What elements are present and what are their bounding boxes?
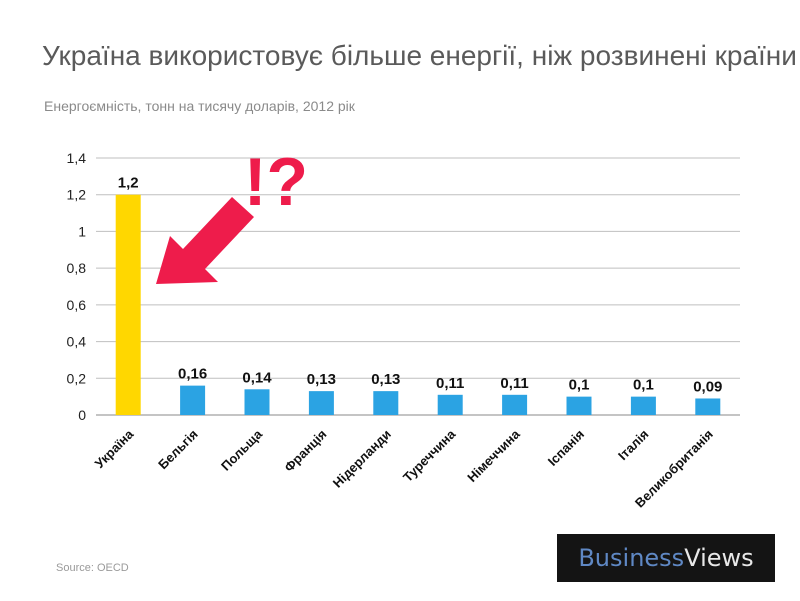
value-label: 0,11 xyxy=(500,375,528,392)
y-tick-label: 0,2 xyxy=(67,370,87,386)
annotation-arrow-icon xyxy=(156,197,254,284)
y-tick-label: 1,2 xyxy=(67,187,87,203)
y-tick-label: 0 xyxy=(78,407,86,423)
y-axis-ticks: 0 0,2 0,4 0,6 0,8 1 1,2 1,4 xyxy=(67,150,87,423)
bar xyxy=(115,194,141,415)
chart-title: Україна використовує більше енергії, ніж… xyxy=(42,40,797,71)
bar xyxy=(630,396,656,415)
value-label: 0,11 xyxy=(436,375,464,392)
value-label: 0,1 xyxy=(569,377,590,394)
value-label: 1,2 xyxy=(118,175,139,192)
bar xyxy=(308,391,334,415)
x-axis-ticks: Україна Бельгія Польща Франція Нідерланди Тур… xyxy=(92,426,716,511)
y-tick-label: 0,8 xyxy=(67,260,87,276)
x-tick-label: Італія xyxy=(615,427,652,464)
x-tick-label: Нідерланди xyxy=(330,427,394,491)
value-label: 0,09 xyxy=(693,378,722,395)
value-label: 0,1 xyxy=(633,377,654,394)
value-label: 0,14 xyxy=(242,369,272,386)
value-label: 0,16 xyxy=(178,366,207,383)
x-tick-label: Україна xyxy=(92,426,137,471)
logo-part-business: Business xyxy=(578,544,685,572)
y-tick-label: 1,4 xyxy=(67,150,87,166)
y-tick-label: 0,6 xyxy=(67,297,87,313)
arrow-icon xyxy=(156,197,254,284)
bar xyxy=(695,398,721,415)
value-label: 0,13 xyxy=(371,371,400,388)
x-tick-label: Польща xyxy=(218,426,266,474)
bar xyxy=(566,396,592,415)
value-labels: 1,2 0,16 0,14 0,13 0,13 0,11 0,11 0,1 0,1 0,09 xyxy=(118,175,723,396)
source-note: Source: OECD xyxy=(56,562,129,574)
bar xyxy=(502,394,528,415)
brand-logo: Business Views xyxy=(557,534,775,582)
bar xyxy=(373,391,399,415)
logo-part-views: Views xyxy=(684,544,754,572)
bars xyxy=(115,194,721,415)
chart-subtitle: Енергоємність, тонн на тисячу доларів, 2… xyxy=(44,98,355,114)
x-tick-label: Туреччина xyxy=(400,426,459,485)
bar xyxy=(244,389,270,415)
y-tick-label: 1 xyxy=(78,223,86,239)
y-tick-label: 0,4 xyxy=(67,334,87,350)
x-tick-label: Іспанія xyxy=(545,427,587,469)
value-label: 0,13 xyxy=(307,371,336,388)
annotation-text: !? xyxy=(244,144,308,220)
x-tick-label: Франція xyxy=(281,427,329,475)
bar xyxy=(437,394,463,415)
x-tick-label: Німеччина xyxy=(464,426,523,485)
bar xyxy=(180,385,206,415)
x-tick-label: Бельгія xyxy=(155,427,201,473)
